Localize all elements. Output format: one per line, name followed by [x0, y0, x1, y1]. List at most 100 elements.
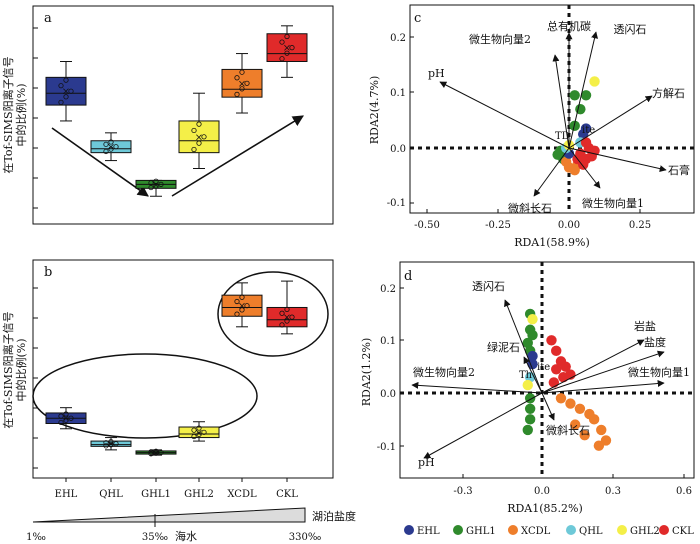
vector-label-ite: ite	[582, 125, 595, 136]
vector-micro2	[411, 381, 543, 394]
point-ghl1	[580, 90, 592, 101]
point-xcdl	[593, 440, 605, 451]
panel-d: d -0.3 0.0 0.3 0.6 0.2 0.1 0.0 -0.1 RDA1…	[360, 261, 695, 515]
salinity-high: 330‰	[289, 532, 322, 543]
svg-text:0.3: 0.3	[605, 486, 621, 497]
box-ckl: ×	[266, 280, 308, 335]
xtick-ckl: CKL	[276, 489, 298, 500]
salinity-title: 湖泊盐度	[312, 509, 356, 523]
legend-item-qhl: QHL	[566, 525, 603, 537]
vector-tremolite	[568, 31, 598, 149]
vector-label-salinity: 盐度	[644, 335, 666, 349]
vector-salinity	[541, 350, 665, 394]
legend-item-ehl: EHL	[404, 525, 440, 537]
box-ghl1: ×	[135, 178, 177, 197]
point-ckl	[548, 377, 560, 388]
box-xcdl: ×	[221, 282, 263, 328]
vector-label-tremolite: 透闪石	[472, 279, 505, 293]
box-ghl1: ×	[135, 448, 177, 459]
trend-arrow-up	[171, 115, 304, 197]
svg-text:0.00: 0.00	[558, 220, 580, 231]
svg-text:0.6: 0.6	[676, 486, 692, 497]
point-xcdl	[596, 424, 607, 436]
vector-label-tremolite: 透闪石	[614, 22, 647, 36]
vector-label-microcline: 微斜长石	[546, 423, 590, 437]
legend-item-xcdl: XCDL	[508, 525, 551, 537]
panel-b-label: b	[44, 265, 52, 280]
panel-b-ylabel-2: 中的比例(%)	[14, 338, 28, 401]
vector-label-halite: 岩盐	[634, 319, 656, 333]
point-ghl1	[524, 414, 536, 425]
vector-label-microcline: 微斜长石	[508, 201, 552, 215]
point-ckl	[551, 345, 562, 357]
panel-b-frame	[32, 259, 334, 479]
panel-b-yticks	[33, 287, 38, 469]
svg-text:-0.50: -0.50	[414, 220, 440, 231]
box-ehl: ×	[45, 60, 87, 122]
salinity-mid: 35‰	[142, 532, 168, 543]
svg-text:×: ×	[283, 43, 291, 54]
svg-text:EHL: EHL	[417, 526, 440, 537]
panel-a-frame	[32, 5, 334, 225]
box-xcdl: ×	[221, 53, 263, 114]
panel-b: b 在Tof-SIMS阳离子信号 中的比例(%) × × × × × × EHL QHL GH…	[1, 259, 334, 500]
box-ckl: ×	[266, 25, 308, 78]
point-ghl1	[522, 424, 533, 436]
vector-label-micro1: 微生物向量1	[582, 196, 644, 210]
point-ghl2	[589, 76, 600, 87]
panel-a: a 在Tof-SIMS阳离子信号 中的比例(%) × × × × × ×	[1, 5, 334, 225]
svg-text:QHL: QHL	[579, 526, 603, 537]
panel-a-ylabel-2: 中的比例(%)	[14, 83, 28, 146]
svg-text:×: ×	[62, 414, 70, 425]
svg-text:×: ×	[107, 142, 115, 153]
vector-microcline	[533, 147, 570, 197]
svg-text:×: ×	[62, 87, 70, 98]
panel-a-ylabel-1: 在Tof-SIMS阳离子信号	[1, 56, 15, 173]
svg-text:0.0: 0.0	[380, 389, 396, 400]
svg-text:GHL2: GHL2	[630, 526, 660, 537]
vector-micro1	[541, 380, 665, 394]
panel-b-boxes: × × × × × ×	[45, 280, 308, 459]
point-ghl2	[527, 314, 538, 325]
svg-text:0.2: 0.2	[390, 33, 406, 44]
panel-d-frame	[399, 261, 695, 479]
box-qhl: ×	[90, 132, 132, 162]
point-xcdl	[569, 419, 581, 430]
panel-d-label: d	[404, 269, 412, 284]
point-xcdl	[588, 414, 600, 425]
panel-c-points	[552, 76, 600, 176]
panel-c-ylabel: RDA2(4.7%)	[368, 76, 381, 145]
vector-label-calcite: 方解石	[652, 86, 685, 100]
vector-label-micro1: 微生物向量1	[628, 365, 690, 379]
legend-item-ghl2: GHL2	[617, 525, 660, 537]
point-ckl	[560, 361, 571, 372]
panel-c-vectors: 总有机碳 微生物向量2 透闪石 pH 方解石 石膏 微生物向量1 微斜长石 it…	[428, 19, 690, 215]
svg-text:×: ×	[152, 180, 160, 191]
legend: EHL GHL1 XCDL QHL GHL2 CKL	[404, 525, 694, 537]
point-ckl	[551, 364, 562, 375]
panel-c-label: c	[414, 11, 421, 26]
low-salinity-ellipse	[32, 353, 258, 439]
box-ghl2: ×	[178, 92, 220, 170]
legend-item-ghl1: GHL1	[453, 525, 496, 537]
box-ghl2: ×	[178, 421, 220, 442]
panel-d-vectors: 透闪石 绿泥石 岩盐 盐度 微生物向量2 微生物向量1 微斜长石 pH ite …	[411, 279, 690, 469]
high-salinity-ellipse	[217, 271, 329, 357]
panel-d-ylabel: RDA2(1.2%)	[360, 338, 373, 407]
xtick-qhl: QHL	[99, 489, 123, 500]
point-ckl	[558, 371, 569, 383]
svg-text:0.2: 0.2	[380, 284, 396, 295]
vector-label-chlorite: 绿泥石	[487, 340, 520, 354]
svg-text:GHL1: GHL1	[466, 526, 496, 537]
vector-label-ite: ite	[537, 362, 550, 373]
svg-text:-0.1: -0.1	[387, 198, 406, 209]
panel-c-frame	[409, 4, 695, 214]
vector-calcite	[568, 95, 653, 149]
svg-text:×: ×	[195, 428, 203, 439]
vector-label-td: TD	[555, 131, 570, 142]
svg-text:×: ×	[238, 79, 246, 90]
panel-d-yticks: 0.2 0.1 0.0 -0.1	[377, 284, 404, 453]
svg-text:-0.25: -0.25	[485, 220, 511, 231]
panel-b-xticks: EHL QHL GHL1 GHL2 XCDL CKL	[55, 478, 298, 500]
